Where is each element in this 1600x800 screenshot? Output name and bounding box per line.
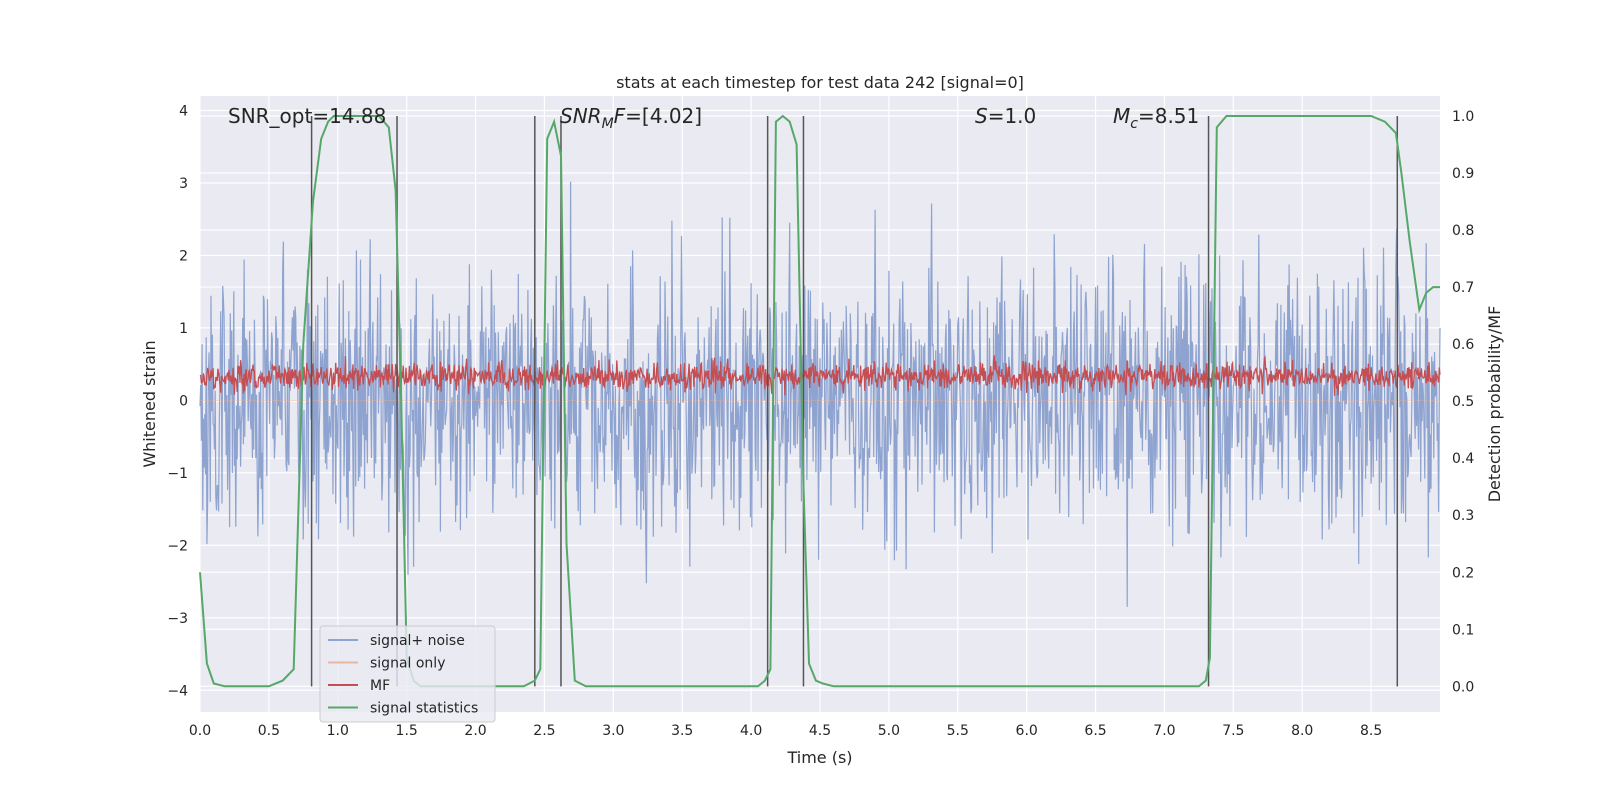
annotations: SNR_opt=14.88 SNRMF=[4.02] S=1.0 Mc=8.51 — [228, 104, 1199, 132]
x-axis-label: Time (s) — [786, 748, 852, 767]
x-tick-label: 4.0 — [740, 723, 762, 739]
legend-label: signal+ noise — [370, 633, 465, 649]
mf-line — [199, 355, 1441, 396]
y-left-tick-label: −4 — [167, 683, 188, 699]
x-tick-label: 8.5 — [1360, 723, 1382, 739]
x-tick-label: 2.5 — [533, 723, 555, 739]
x-tick-label: 0.0 — [189, 723, 211, 739]
annotation-mc-value: Mc=8.51 — [1113, 104, 1199, 132]
x-tick-labels: 0.0 0.5 1.0 1.5 2.0 2.5 3.0 3.5 4.0 4.5 5.0 5.5 6.0 6… — [189, 723, 1382, 739]
x-tick-label: 6.0 — [1016, 723, 1038, 739]
y-right-tick-label: 0.0 — [1452, 679, 1474, 695]
annotation-s-value: S=1.0 — [975, 104, 1036, 128]
y-right-tick-labels: 1.0 0.9 0.8 0.7 0.6 0.5 0.4 0.3 0.2 0.1 0.0 — [1452, 109, 1474, 695]
x-tick-label: 1.5 — [396, 723, 418, 739]
x-tick-label: 2.0 — [464, 723, 486, 739]
y-left-tick-label: 1 — [179, 321, 188, 337]
x-tick-label: 7.0 — [1153, 723, 1175, 739]
legend-box — [319, 625, 496, 723]
y-right-tick-label: 0.9 — [1452, 166, 1474, 182]
x-tick-label: 3.5 — [671, 723, 693, 739]
legend: signal+ noise signal only MF signal statist… — [319, 625, 496, 723]
legend-label: MF — [370, 678, 390, 694]
y-right-tick-label: 0.4 — [1452, 451, 1474, 467]
x-tick-label: 0.5 — [258, 723, 280, 739]
x-tick-label: 4.5 — [809, 723, 831, 739]
y-left-tick-label: −3 — [167, 611, 188, 627]
x-tick-label: 3.0 — [602, 723, 624, 739]
y-right-tick-label: 0.5 — [1452, 394, 1474, 410]
y-right-tick-label: 0.6 — [1452, 337, 1474, 353]
legend-label: signal statistics — [370, 701, 478, 717]
x-tick-label: 1.0 — [327, 723, 349, 739]
y-right-tick-label: 0.8 — [1452, 223, 1474, 239]
y-left-tick-labels: 4 3 2 1 0 −1 −2 −3 −4 — [167, 103, 188, 699]
x-tick-label: 7.5 — [1222, 723, 1244, 739]
y-left-tick-label: 0 — [179, 393, 188, 409]
x-tick-label: 5.5 — [947, 723, 969, 739]
x-tick-label: 5.0 — [878, 723, 900, 739]
y-left-tick-label: 3 — [179, 176, 188, 192]
y-right-tick-label: 1.0 — [1452, 109, 1474, 125]
y-right-tick-label: 0.3 — [1452, 508, 1474, 524]
annotation-snr-opt: SNR_opt=14.88 — [228, 104, 386, 128]
y-left-tick-label: 4 — [179, 103, 188, 119]
signal-statistics-series — [199, 114, 1440, 688]
chart-title: stats at each timestep for test data 242… — [616, 73, 1024, 92]
y-right-tick-label: 0.7 — [1452, 280, 1474, 296]
x-tick-label: 6.5 — [1084, 723, 1106, 739]
x-tick-label: 8.0 — [1291, 723, 1313, 739]
y-axis-left-label: Whitened strain — [140, 340, 159, 467]
y-left-tick-label: −1 — [167, 466, 188, 482]
y-right-tick-label: 0.2 — [1452, 565, 1474, 581]
y-right-tick-label: 0.1 — [1452, 622, 1474, 638]
legend-label: signal only — [370, 656, 445, 672]
y-left-tick-label: −2 — [167, 538, 188, 554]
y-left-tick-label: 2 — [179, 248, 188, 264]
signal-statistics-line — [199, 114, 1440, 688]
y-axis-right-label: Detection probability/MF — [1485, 306, 1504, 503]
mf-series — [199, 355, 1441, 396]
annotation-snr-mf: SNRMF=[4.02] — [560, 104, 702, 132]
